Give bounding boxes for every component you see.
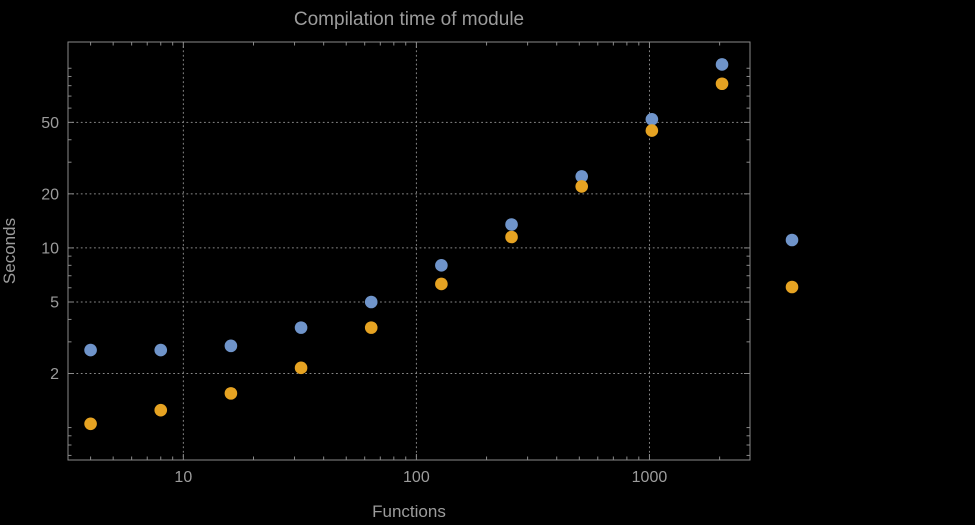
data-point-series-2 bbox=[294, 361, 308, 375]
data-point-series-2 bbox=[224, 387, 238, 400]
data-point-series-1 bbox=[645, 112, 659, 126]
legend-marker-1 bbox=[785, 233, 799, 247]
y-tick-label: 2 bbox=[50, 366, 59, 383]
data-point-series-1 bbox=[224, 339, 238, 353]
data-point-series-1 bbox=[294, 321, 308, 334]
data-point-series-2 bbox=[364, 321, 378, 334]
y-tick-label: 10 bbox=[41, 240, 59, 257]
y-tick-label: 50 bbox=[41, 115, 59, 132]
data-point-series-2 bbox=[715, 77, 729, 91]
y-tick-label: 20 bbox=[41, 186, 59, 203]
x-axis-label: Functions bbox=[372, 502, 446, 521]
x-tick-label: 10 bbox=[174, 469, 192, 486]
legend-marker-2 bbox=[785, 280, 799, 294]
data-point-series-2 bbox=[575, 180, 589, 193]
data-point-series-1 bbox=[154, 343, 168, 357]
y-axis-label: Seconds bbox=[0, 218, 19, 284]
data-point-series-1 bbox=[575, 170, 589, 183]
data-point-series-1 bbox=[364, 295, 378, 309]
x-tick-label: 1000 bbox=[632, 469, 668, 486]
data-point-series-2 bbox=[435, 277, 448, 291]
data-point-series-2 bbox=[505, 230, 518, 244]
plot-layers: 10 100 1000 2 5 10 20 50 bbox=[41, 41, 799, 486]
data-point-series-1 bbox=[84, 343, 97, 357]
y-tick-label: 5 bbox=[50, 295, 59, 312]
data-point-series-2 bbox=[84, 417, 97, 431]
plot-frame bbox=[67, 41, 751, 461]
data-point-series-1 bbox=[505, 218, 518, 231]
x-tick-label: 100 bbox=[403, 469, 430, 486]
data-point-series-1 bbox=[715, 58, 729, 71]
chart-title: Compilation time of module bbox=[294, 9, 524, 30]
data-point-series-2 bbox=[154, 403, 168, 417]
data-point-series-2 bbox=[645, 124, 659, 137]
data-point-series-1 bbox=[435, 259, 448, 272]
